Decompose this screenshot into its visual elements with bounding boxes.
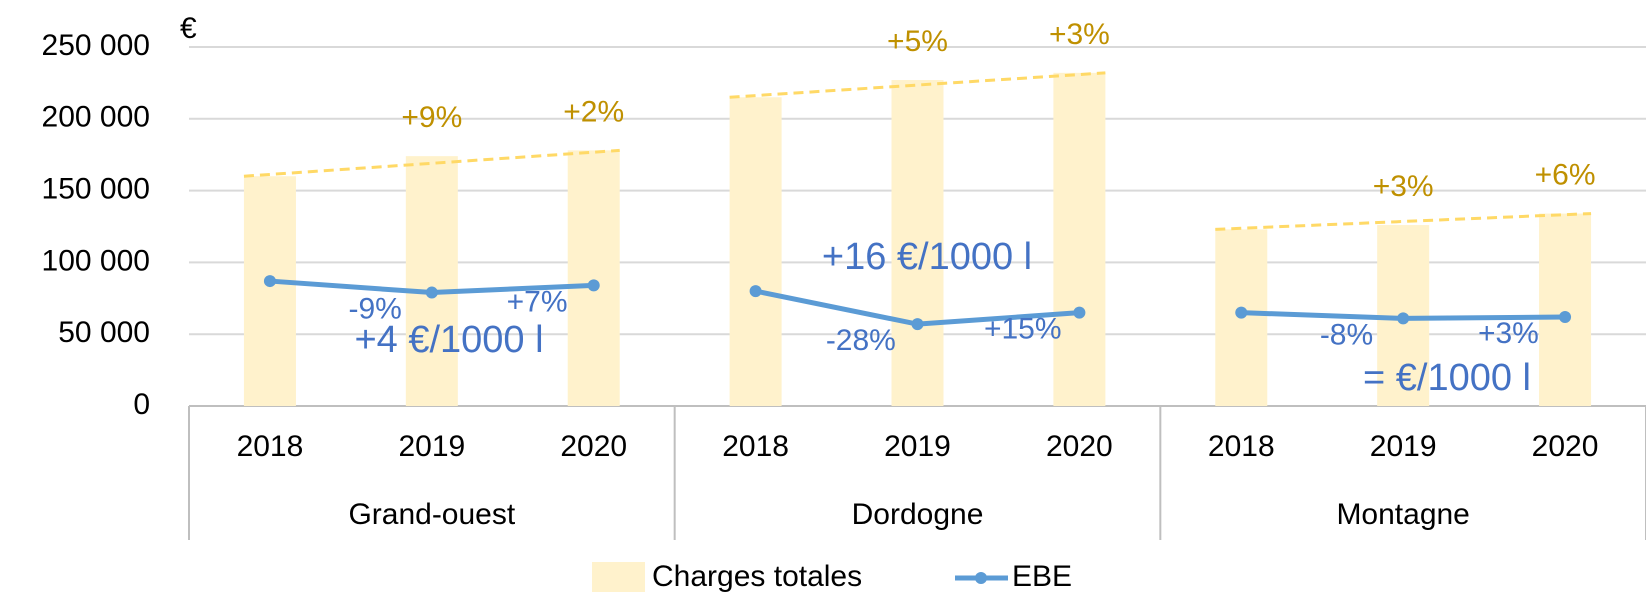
line-point	[1073, 306, 1086, 319]
y-tick-label: 50 000	[58, 316, 150, 349]
x-tick-label: 2020	[1046, 430, 1113, 463]
group-label: Montagne	[1336, 498, 1469, 531]
legend-label: EBE	[1012, 560, 1072, 593]
bar-change-label: +3%	[1373, 170, 1434, 203]
group-label: Dordogne	[852, 498, 984, 531]
x-tick-label: 2018	[237, 430, 304, 463]
x-tick-label: 2019	[398, 430, 465, 463]
line-point	[1235, 306, 1248, 319]
line-change-label: -28%	[826, 324, 896, 357]
line-point	[1559, 310, 1572, 323]
line-point	[911, 318, 924, 331]
group-note: +16 €/1000 l	[822, 236, 1032, 278]
group-label: Grand-ouest	[348, 498, 515, 531]
trend-line	[729, 71, 1106, 99]
y-tick-label: 200 000	[42, 101, 150, 134]
group-note: +4 €/1000 l	[354, 319, 543, 361]
bar	[1053, 72, 1106, 407]
x-tick-label: 2020	[560, 430, 627, 463]
bar	[729, 97, 782, 406]
bar	[405, 156, 458, 406]
bar-change-label: +3%	[1049, 18, 1110, 51]
line-point	[425, 286, 438, 299]
y-tick-label: 250 000	[42, 29, 150, 62]
y-unit: €	[180, 12, 197, 45]
group-note: = €/1000 l	[1363, 357, 1531, 399]
line-point	[587, 279, 600, 292]
x-tick-label: 2019	[884, 430, 951, 463]
line-change-label: +15%	[984, 313, 1062, 346]
x-tick-label: 2020	[1532, 430, 1599, 463]
bar-change-label: +5%	[887, 25, 948, 58]
legend-swatch	[592, 562, 645, 592]
line-change-label: +3%	[1478, 317, 1539, 350]
x-tick-label: 2018	[1208, 430, 1275, 463]
legend-marker	[975, 572, 987, 584]
bar	[891, 80, 944, 406]
line-change-label: +7%	[507, 285, 568, 318]
line-point	[1397, 312, 1410, 325]
y-tick-label: 0	[133, 388, 150, 421]
trend-line	[243, 148, 620, 178]
bar-change-label: +9%	[401, 101, 462, 134]
line-point	[263, 275, 276, 288]
line-change-label: -8%	[1320, 318, 1373, 351]
legend-label: Charges totales	[652, 560, 862, 593]
bar	[567, 150, 620, 406]
bar	[1539, 213, 1592, 406]
bar-change-label: +6%	[1535, 158, 1596, 191]
line-point	[749, 285, 762, 298]
bar-change-label: +2%	[563, 95, 624, 128]
x-tick-label: 2019	[1370, 430, 1437, 463]
bar	[243, 176, 296, 406]
y-tick-label: 150 000	[42, 173, 150, 206]
line-change-label: -9%	[348, 292, 401, 325]
y-tick-label: 100 000	[42, 244, 150, 277]
trend-line	[1215, 212, 1592, 231]
x-tick-label: 2018	[722, 430, 789, 463]
